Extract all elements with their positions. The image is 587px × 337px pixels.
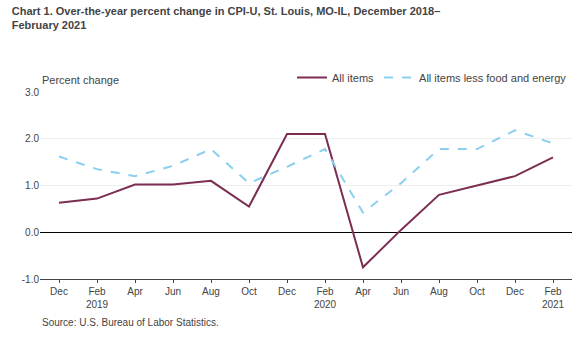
svg-text:Jun: Jun (165, 286, 181, 297)
svg-text:All items: All items (332, 72, 374, 84)
svg-text:2.0: 2.0 (25, 133, 39, 144)
svg-text:Chart 1. Over-the-year percent: Chart 1. Over-the-year percent change in… (12, 5, 441, 31)
svg-text:Aug: Aug (430, 286, 448, 297)
svg-text:Feb2021: Feb2021 (542, 286, 565, 310)
svg-text:-1.0: -1.0 (22, 274, 40, 285)
svg-text:Source: U.S. Bureau of Labor S: Source: U.S. Bureau of Labor Statistics. (42, 317, 219, 328)
svg-text:1.0: 1.0 (25, 180, 39, 191)
svg-text:Dec: Dec (506, 286, 524, 297)
svg-text:3.0: 3.0 (25, 87, 39, 98)
svg-text:Percent change: Percent change (42, 74, 119, 86)
svg-text:All items less food and energy: All items less food and energy (419, 72, 566, 84)
svg-text:Jun: Jun (393, 286, 409, 297)
svg-text:Oct: Oct (241, 286, 257, 297)
svg-text:Apr: Apr (355, 286, 371, 297)
svg-text:Apr: Apr (127, 286, 143, 297)
svg-text:Feb2019: Feb2019 (86, 286, 109, 310)
svg-text:0.0: 0.0 (25, 227, 39, 238)
svg-text:Dec: Dec (278, 286, 296, 297)
svg-text:Oct: Oct (469, 286, 485, 297)
svg-text:Dec: Dec (50, 286, 68, 297)
svg-text:Aug: Aug (202, 286, 220, 297)
svg-text:Feb2020: Feb2020 (314, 286, 337, 310)
